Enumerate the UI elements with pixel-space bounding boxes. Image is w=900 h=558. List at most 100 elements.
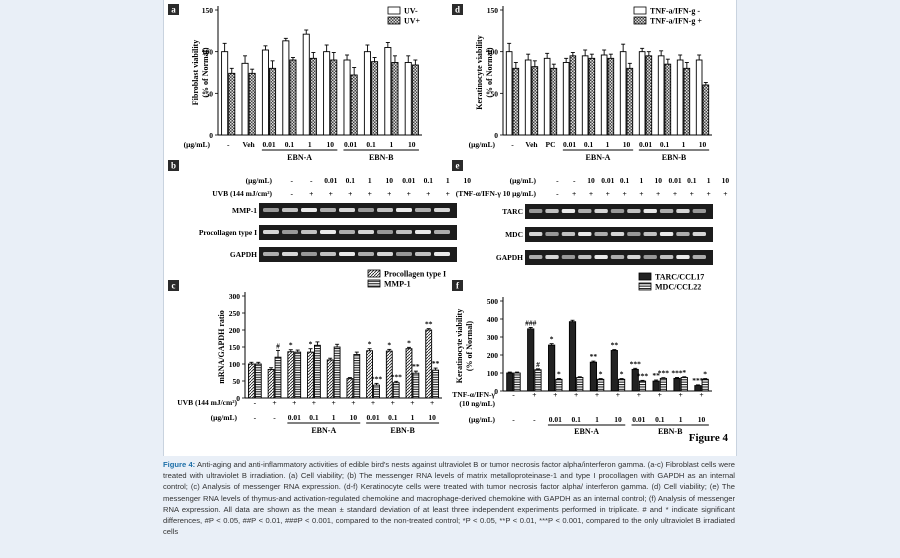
panel-d-bar-s0-10 <box>695 59 703 136</box>
panel-f-annotation-3: * <box>557 370 561 379</box>
panel-c-letter-box <box>168 280 179 291</box>
panel-e-row1-cell-2: + <box>589 189 593 198</box>
panel-b-band-2-lane-5 <box>358 252 374 256</box>
panel-c-annotation-0: # <box>276 341 280 350</box>
panel-b-band-0-lane-0 <box>263 208 279 212</box>
panel-a-xtick-label-6: 0.01 <box>344 140 357 149</box>
panel-a-bar-s0-7 <box>363 51 371 136</box>
panel-b-row0-cell-6: 0.01 <box>402 176 415 185</box>
panel-b-row0-cell-7: 0.1 <box>424 176 434 185</box>
panel-c-ytick-label-0: 0 <box>236 394 240 403</box>
panel-c-ytick-label-3: 150 <box>229 343 241 352</box>
panel-c-annotation-2: * <box>309 340 313 349</box>
panel-d-bar-s1-0 <box>512 67 520 136</box>
panel-f-xtick-label-4: 1 <box>595 415 599 424</box>
panel-b-letter: b <box>171 161 176 171</box>
panel-b-row-label-0: (μg/mL) <box>246 176 273 185</box>
panel-f-bar-s0-2 <box>548 344 556 392</box>
panel-e-row0-cell-0: - <box>556 176 559 185</box>
panel-b-band-0-lane-4 <box>339 208 355 212</box>
panel-e-row1-cell-9: + <box>706 189 710 198</box>
panel-c-group-label-1: EBN-B <box>390 426 415 435</box>
panel-a-unit-label: (μg/mL) <box>184 140 211 149</box>
panel-b-row0-cell-3: 0.1 <box>346 176 356 185</box>
panel-c-treat-label-3: + <box>312 398 316 407</box>
panel-b-band-2-lane-7 <box>396 252 412 256</box>
panel-d-xtick-label-10: 10 <box>699 140 707 149</box>
panel-d-xtick-label-3: 0.01 <box>563 140 576 149</box>
panel-c-bar-s0-9 <box>425 329 433 399</box>
panel-e-row1-cell-3: + <box>606 189 610 198</box>
panel-a-xtick-label-8: 1 <box>390 140 394 149</box>
panel-b-band-2-lane-1 <box>282 252 298 256</box>
panel-b-band-1-lane-6 <box>377 230 393 234</box>
panel-f-ylabel-2: (% of Normal) <box>465 321 474 372</box>
panel-c-bar-s1-2 <box>294 351 302 399</box>
panel-b-row1-cell-8: + <box>446 189 450 198</box>
panel-e-band-2-lane-7 <box>643 255 657 259</box>
panel-b-band-0-lane-9 <box>434 208 450 212</box>
panel-e-row0-cell-3: 0.01 <box>601 176 614 185</box>
panel-d-letter: d <box>455 5 460 15</box>
panel-a-legend-label-1: UV+ <box>404 17 421 26</box>
panel-e-band-0-lane-0 <box>529 209 543 213</box>
panel-b-band-label-2: GAPDH <box>230 250 257 259</box>
panel-d-bar-s1-5 <box>607 57 615 136</box>
panel-f-annotation-6: ** <box>611 341 619 350</box>
panel-e-row1-cell-8: + <box>690 189 694 198</box>
panel-e-band-2-lane-8 <box>659 255 674 259</box>
panel-c-row-label-0: UVB (144 mJ/cm²) <box>177 398 237 407</box>
panel-a-bar-s0-2 <box>261 49 269 136</box>
panel-b-row1-cell-1: + <box>309 189 313 198</box>
panel-b-row1-cell-3: + <box>348 189 352 198</box>
panel-c-xtick-label-1: - <box>273 413 276 422</box>
panel-e-band-2-lane-9 <box>676 255 690 259</box>
panel-b-row0-cell-2: 0.01 <box>324 176 337 185</box>
panel-a-xtick-label-0: - <box>227 140 230 149</box>
panel-b-letter-box <box>168 160 179 171</box>
panel-e-row0-cell-1: - <box>573 176 576 185</box>
panel-c-bar-s1-7 <box>392 382 400 399</box>
panel-c-annotation-10: ** <box>432 359 440 368</box>
panel-a-xtick-label-5: 10 <box>326 140 334 149</box>
panel-b-band-0-lane-5 <box>358 208 374 212</box>
caption-text: Anti-aging and anti-inflammatory activit… <box>163 460 735 537</box>
panel-d-bar-s0-5 <box>600 54 608 136</box>
panel-d-bar-s1-9 <box>683 67 691 136</box>
panel-c-letter: c <box>172 281 176 291</box>
panel-b-row1-cell-9: + <box>465 189 469 198</box>
panel-f-annotation-2: * <box>550 335 554 344</box>
panel-c-bar-s1-6 <box>373 384 380 399</box>
panel-e-band-2-lane-2 <box>561 255 576 259</box>
panel-c-annotation-7: * <box>407 338 411 347</box>
panel-b-row1-cell-4: + <box>368 189 372 198</box>
panel-d-xtick-label-7: 0.01 <box>639 140 652 149</box>
panel-f-ytick-label-4: 400 <box>487 315 499 324</box>
panel-e-row1-cell-0: - <box>556 189 559 198</box>
panel-d-bar-s0-2 <box>543 57 551 136</box>
panel-b-band-2-lane-9 <box>434 252 450 256</box>
panel-a-bar-s1-7 <box>371 61 379 136</box>
panel-d-ytick-label-2: 100 <box>487 48 499 57</box>
panel-e-band-0-lane-3 <box>578 209 592 213</box>
panel-a-bar-s0-3 <box>282 40 290 136</box>
panel-f-annotation-1: # <box>536 360 540 369</box>
panel-a-chart: a 0 50 100 150 Fibroblast viability (% of Norm… <box>168 4 422 162</box>
panel-e-row1-cell-4: + <box>622 189 626 198</box>
panel-d-bar-s1-1 <box>531 66 539 136</box>
panel-f-bar-s1-0 <box>513 372 521 392</box>
panel-e-band-1-lane-10 <box>692 232 706 236</box>
panel-b-row0-cell-1: - <box>310 176 313 185</box>
panel-c-annotation-5: * <box>387 340 391 349</box>
panel-d-bar-s0-3 <box>562 62 570 136</box>
panel-c-treat-label-6: + <box>371 398 375 407</box>
panel-e-band-0-lane-9 <box>676 209 690 213</box>
panel-f-xtick-label-0: - <box>512 415 515 424</box>
panel-f-ytick-label-3: 300 <box>487 333 499 342</box>
panel-e-row0-cell-10: 10 <box>722 176 730 185</box>
panel-f-treat-label-4: + <box>595 390 599 399</box>
panel-c-bar-s0-3 <box>307 351 314 399</box>
panel-e-row0-cell-5: 1 <box>640 176 644 185</box>
